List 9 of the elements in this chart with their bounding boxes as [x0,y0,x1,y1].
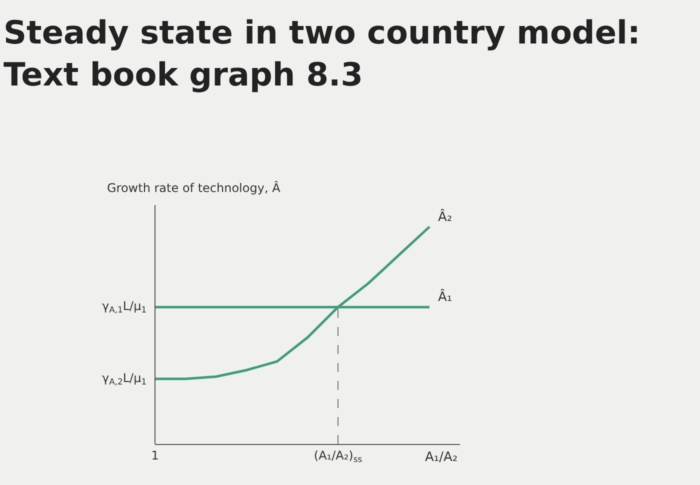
series-label: Â₂ [438,208,452,225]
text: γ$_{A,1}$L/μ$_{1}$ [102,299,147,315]
x-tick-label: 1 [151,448,159,462]
series-label: Â₁ [438,288,452,305]
x-tick-label: (A₁/A₂)$_{ss}$ [314,448,362,464]
text: γ$_{A,2}$L/μ$_{1}$ [102,371,147,387]
chart-title: Steady state in two country model: Text book graph 8.3 [4,14,640,94]
y-axis-title: Growth rate of technology, Â [107,180,282,195]
x-axis-title: A₁/A₂ [425,450,458,465]
